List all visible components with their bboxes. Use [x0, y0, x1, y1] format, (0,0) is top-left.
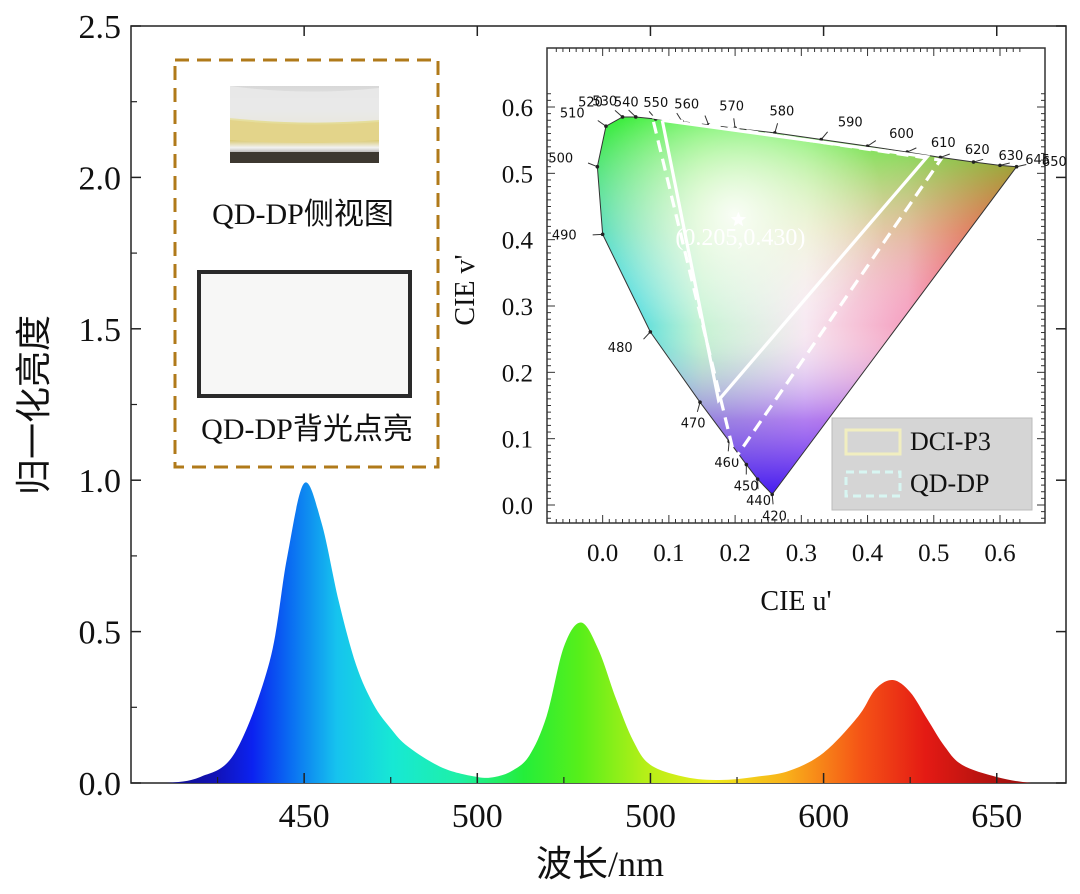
wavelength-label: 610: [931, 136, 956, 151]
wavelength-dot: [633, 115, 638, 119]
cie-x-tick-label: 0.1: [653, 540, 684, 567]
wavelength-label: 470: [681, 416, 706, 431]
white-point-label: (0.205,0.430): [675, 225, 805, 251]
cie-y-tick-label: 0.5: [502, 161, 533, 188]
wavelength-dot: [1014, 164, 1019, 169]
main-y-tick-labels: 0.0 0.5 1.0 1.5 2.0 2.5: [79, 9, 122, 803]
cie-y-tick-label: 0.3: [502, 294, 533, 321]
wavelength-dot: [595, 164, 600, 169]
wavelength-label: 580: [770, 105, 795, 120]
wavelength-label: 520: [578, 96, 603, 111]
cie-x-tick-label: 0.4: [852, 540, 884, 567]
main-axis-ticks: [131, 25, 1066, 784]
cie-y-tick-labels: 0.0 0.1 0.2 0.3 0.4 0.5 0.6: [502, 95, 534, 520]
wavelength-label: 540: [614, 95, 639, 110]
wavelength-label: 600: [889, 127, 914, 142]
wavelength-dot: [620, 115, 625, 119]
wavelength-label: 590: [838, 116, 863, 131]
wavelength-dot: [755, 477, 760, 481]
spectrum-area: [131, 482, 1066, 783]
cie-x-tick-labels: 0.0 0.1 0.2 0.3 0.4 0.5 0.6: [587, 540, 1016, 567]
main-x-tick-label: 600: [798, 798, 849, 835]
wavelength-dot: [600, 232, 605, 237]
backlight-caption: QD-DP背光点亮: [201, 413, 413, 446]
wavelength-label: 440: [746, 494, 771, 509]
wavelength-label: 480: [608, 341, 633, 356]
wavelength-label: 560: [674, 97, 699, 112]
wavelength-dot: [998, 163, 1002, 168]
main-y-axis-title: 归一化亮度: [14, 315, 54, 495]
legend-swatch-qd-dp: [844, 470, 902, 498]
main-x-tick-label: 650: [971, 798, 1022, 835]
cie-y-tick-label: 0.0: [502, 493, 533, 520]
wavelength-label: 570: [719, 99, 744, 114]
main-y-tick-label: 1.0: [79, 463, 122, 500]
wavelength-label: 450: [734, 480, 759, 495]
cie-x-tick-label: 0.3: [786, 540, 817, 567]
main-y-tick-label: 1.5: [79, 312, 122, 349]
legend-swatch-dci-p3: [844, 428, 902, 456]
main-y-tick-label: 2.5: [79, 9, 122, 46]
wavelength-label: 490: [552, 229, 577, 244]
wavelength-label: 510: [560, 107, 585, 122]
main-x-tick-label: 500: [452, 798, 503, 835]
main-y-tick-label: 0.0: [79, 766, 122, 803]
backlight-photo: [197, 270, 412, 398]
wavelength-dot: [770, 492, 774, 497]
wavelength-label: 500: [548, 152, 573, 167]
wavelength-label: 645: [1025, 153, 1050, 168]
side-view-caption: QD-DP侧视图: [212, 198, 394, 231]
wavelength-label: 460: [714, 456, 739, 471]
main-y-tick-label: 0.5: [79, 615, 122, 652]
gamut-triangles: [650, 115, 944, 463]
cie-y-tick-label: 0.6: [502, 95, 533, 122]
main-x-axis-title: 波长/nm: [536, 844, 664, 884]
wavelength-dot: [971, 160, 976, 164]
cie-y-axis-title: CIE v': [450, 254, 481, 325]
legend-label-qd-dp: QD-DP: [910, 469, 989, 498]
wavelength-dot: [698, 400, 702, 404]
legend-label-dci-p3: DCI-P3: [910, 427, 991, 456]
wavelength-label: 550: [643, 96, 668, 111]
photo-inset: QD-DP侧视图 QD-DP背光点亮: [173, 58, 440, 469]
side-view-photo: [230, 86, 379, 163]
wavelength-label: 530: [592, 95, 617, 110]
cie-x-axis-title: CIE u': [760, 586, 831, 617]
cie-y-tick-label: 0.2: [502, 360, 533, 387]
main-x-tick-label: 450: [279, 798, 330, 835]
cie-x-tick-label: 0.6: [984, 540, 1015, 567]
cie-axis-ticks: [547, 48, 1045, 523]
wavelength-dot: [938, 155, 943, 160]
wavelength-label: 630: [999, 149, 1024, 164]
wavelength-dot: [744, 462, 749, 467]
cie-x-tick-label: 0.5: [918, 540, 949, 567]
cie-y-tick-label: 0.1: [502, 427, 533, 454]
wavelength-dot: [648, 330, 653, 334]
wavelength-dot: [604, 124, 608, 129]
main-x-tick-label: 500: [625, 798, 676, 835]
white-point: (0.205,0.430): [675, 211, 805, 251]
main-x-tick-labels: 450 500 500 600 650: [279, 798, 1023, 835]
main-y-tick-label: 2.0: [79, 160, 122, 197]
cie-x-tick-label: 0.2: [719, 540, 750, 567]
white-point-star: [730, 211, 747, 227]
wavelength-label: 650: [1042, 155, 1067, 170]
cie-x-tick-label: 0.0: [587, 540, 618, 567]
wavelength-dot: [819, 137, 823, 142]
wavelength-label: 620: [965, 143, 990, 158]
legend-box: [831, 417, 1033, 511]
cie-legend: DCI-P3 QD-DP: [831, 417, 1033, 511]
cie-y-tick-label: 0.4: [502, 228, 534, 255]
